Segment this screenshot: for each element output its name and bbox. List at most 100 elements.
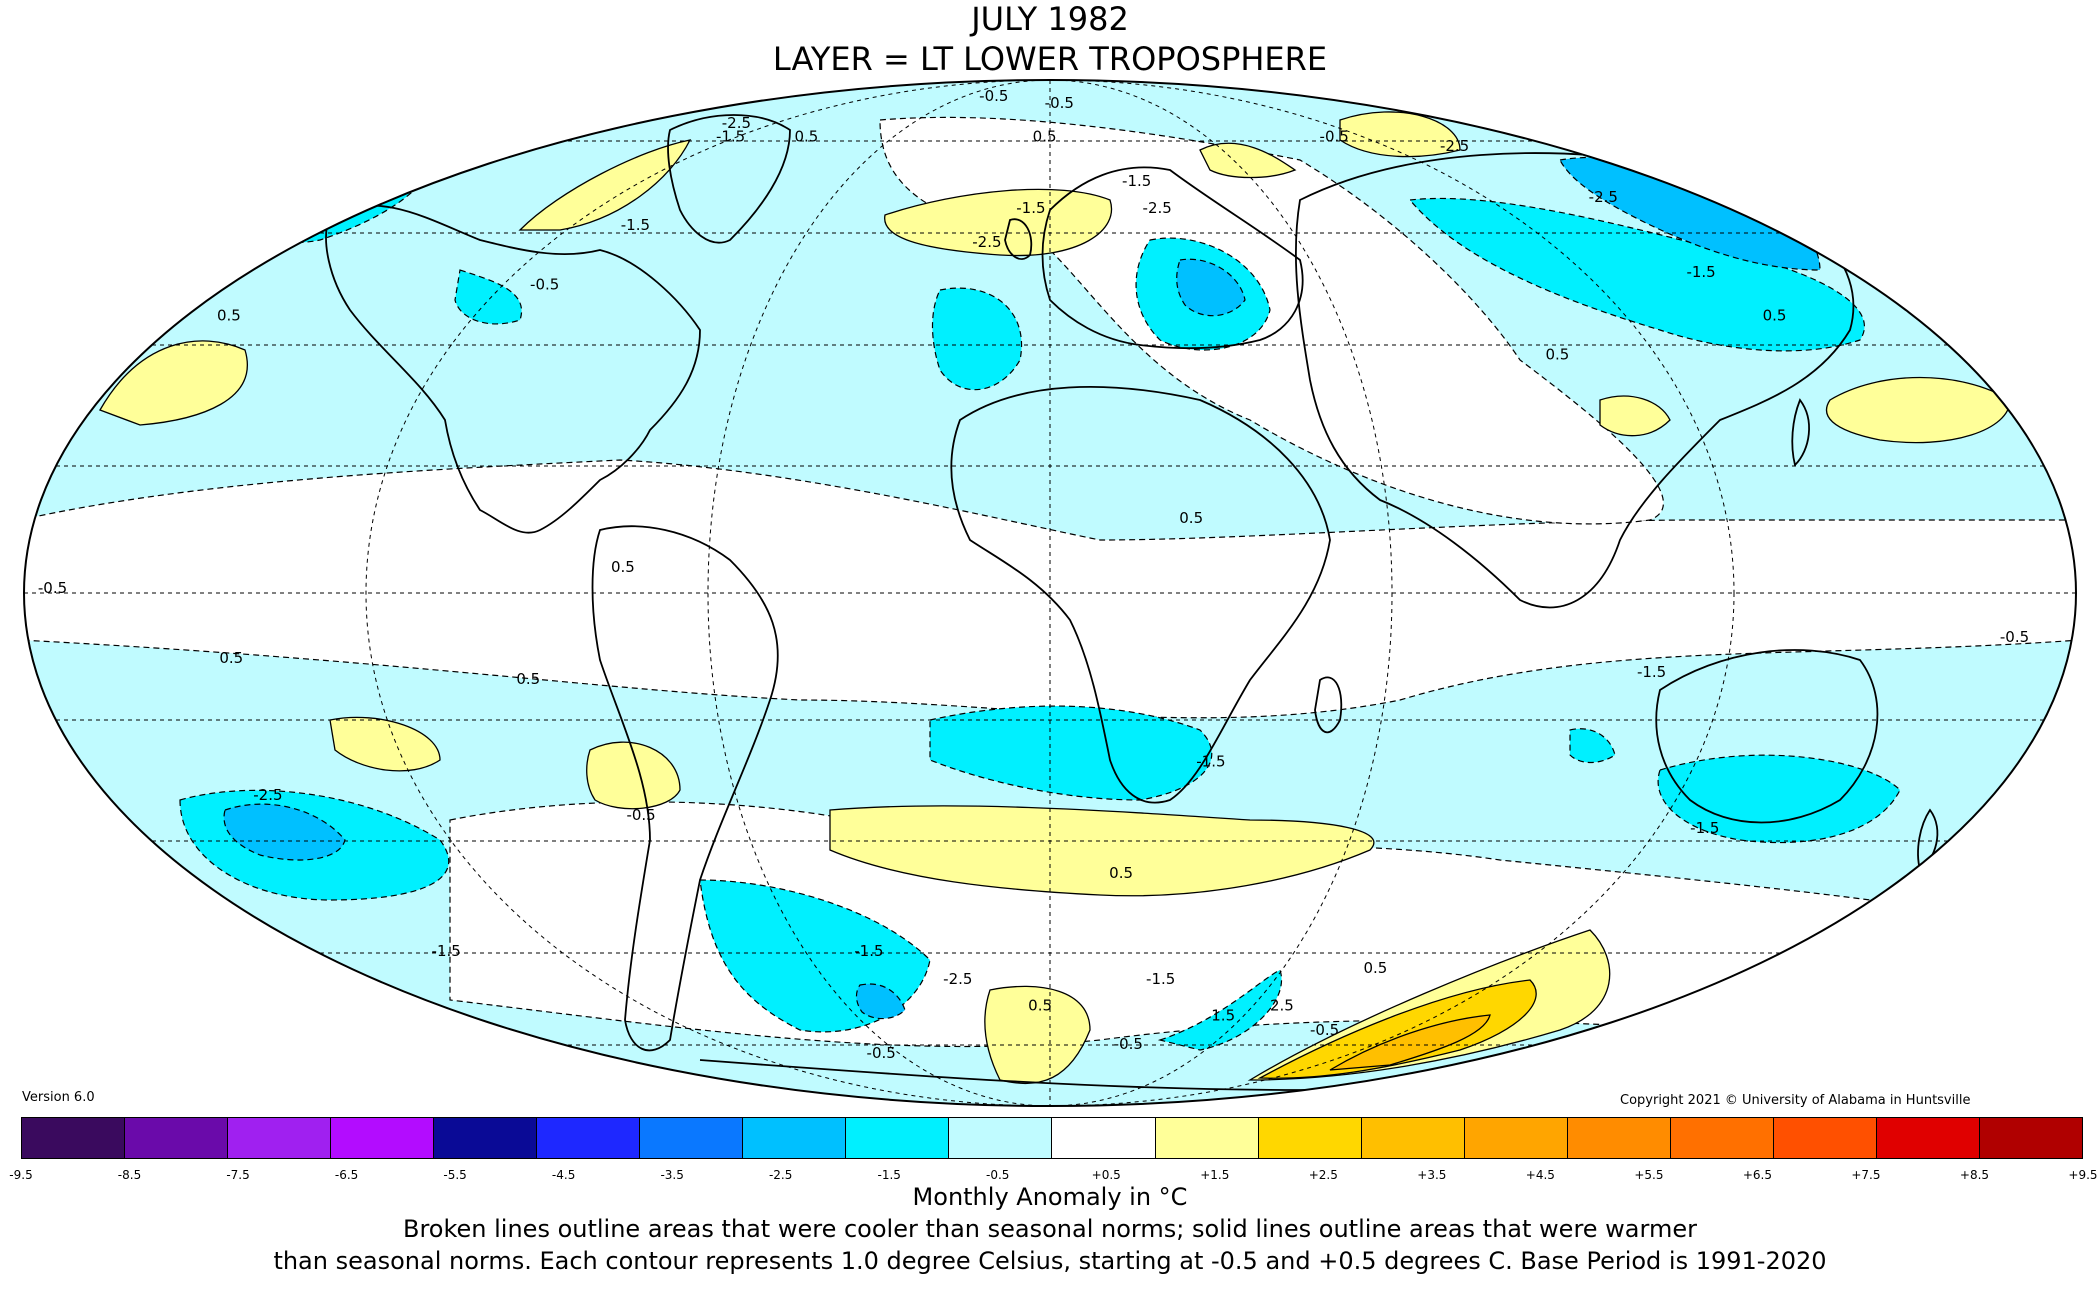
warm-region-11 bbox=[984, 985, 1091, 1085]
caption-line-1: Broken lines outline areas that were coo… bbox=[403, 1215, 1697, 1243]
colorbar-swatch bbox=[537, 1118, 641, 1158]
colorbar bbox=[21, 1117, 2083, 1159]
contour-label: 0.5 bbox=[1109, 864, 1133, 882]
cool-region-9 bbox=[1657, 754, 1901, 844]
colorbar-tick-label: +4.5 bbox=[1525, 1168, 1555, 1182]
contour-label: 0.5 bbox=[1763, 307, 1787, 325]
colorbar-tick-label: -0.5 bbox=[986, 1168, 1010, 1182]
contour-label: 0.5 bbox=[1179, 509, 1203, 527]
colorbar-swatch bbox=[1773, 1118, 1877, 1158]
map-border bbox=[23, 79, 2077, 1107]
europe-outline bbox=[1041, 166, 1304, 350]
contour-label: -0.5 bbox=[1310, 1021, 1339, 1039]
colorbar-tick-label: -1.5 bbox=[877, 1168, 901, 1182]
graticule bbox=[24, 80, 2076, 1106]
warm-region-9 bbox=[1339, 111, 1461, 158]
contour-label: -2.5 bbox=[1440, 137, 1469, 155]
contour-label: -1.5 bbox=[1690, 819, 1719, 837]
cool-region-2 bbox=[223, 803, 346, 861]
colorbar-swatch bbox=[434, 1118, 538, 1158]
colorbar-tick-label: +2.5 bbox=[1308, 1168, 1338, 1182]
contour-label: 0.5 bbox=[219, 649, 243, 667]
colorbar-tick-label: -4.5 bbox=[551, 1168, 576, 1182]
contour-label: 0.5 bbox=[1028, 997, 1052, 1015]
colorbar-tick-label: -9.5 bbox=[9, 1168, 33, 1182]
colorbar-swatch bbox=[1567, 1118, 1671, 1158]
colorbar-tick-label: +6.5 bbox=[1742, 1168, 1772, 1182]
warm-region-4 bbox=[586, 741, 681, 810]
colorbar-tick-label: +1.5 bbox=[1200, 1168, 1230, 1182]
north-america-outline bbox=[325, 204, 701, 534]
contour-label: -0.5 bbox=[1320, 128, 1349, 146]
colorbar-tick-label: +9.5 bbox=[2068, 1168, 2098, 1182]
colorbar-swatch bbox=[331, 1118, 435, 1158]
colorbar-swatch bbox=[1155, 1118, 1259, 1158]
contour-label: -0.5 bbox=[1114, 1035, 1143, 1053]
version-label: Version 6.0 bbox=[22, 1090, 95, 1105]
cool-region-4 bbox=[1559, 156, 1821, 271]
greenland-outline bbox=[667, 114, 791, 244]
caption-line-2: than seasonal norms. Each contour repres… bbox=[273, 1247, 1827, 1275]
contour-label: 0.5 bbox=[516, 670, 540, 688]
colorbar-swatch bbox=[1464, 1118, 1568, 1158]
colorbar-ticks: -9.5 -8.5 -7.5 -6.5 -5.5 -4.5 -3.5 -2.5 -1.5 -0.5… bbox=[9, 1168, 2097, 1188]
copyright-label: Copyright 2021 © University of Alabama i… bbox=[1620, 1093, 1971, 1108]
contour-label: 0.5 bbox=[1363, 959, 1387, 977]
colorbar-tick-label: +5.5 bbox=[1634, 1168, 1664, 1182]
cool-region-7 bbox=[931, 287, 1023, 391]
colorbar-swatch bbox=[1876, 1118, 1980, 1158]
colorbar-tick-label: -8.5 bbox=[117, 1168, 142, 1182]
contour-label: -0.5 bbox=[2000, 628, 2029, 646]
warm-region-1 bbox=[99, 340, 248, 426]
contour-label: -2.5 bbox=[1589, 188, 1618, 206]
contour-label: -1.5 bbox=[854, 942, 883, 960]
colorbar-swatch bbox=[1670, 1118, 1774, 1158]
colorbar-tick-label: -3.5 bbox=[660, 1168, 684, 1182]
contour-label: -1.5 bbox=[1146, 970, 1175, 988]
colorbar-swatch bbox=[22, 1118, 126, 1158]
contour-label: -0.5 bbox=[867, 1044, 896, 1062]
cool-region-3 bbox=[1408, 197, 1866, 352]
colorbar-swatch bbox=[1258, 1118, 1362, 1158]
colorbar-swatch bbox=[1052, 1118, 1156, 1158]
colorbar-tick-label: +8.5 bbox=[1959, 1168, 1990, 1182]
colorbar-tick-label: -5.5 bbox=[443, 1168, 467, 1182]
africa-outline bbox=[950, 386, 1331, 804]
warm-region-10 bbox=[1599, 395, 1671, 437]
colorbar-tick-label: -6.5 bbox=[334, 1168, 359, 1182]
colorbar-swatch bbox=[1979, 1118, 2082, 1158]
neutral-band bbox=[24, 459, 2076, 719]
warm-region-8 bbox=[1199, 142, 1297, 179]
map-subtitle: LAYER = LT LOWER TROPOSPHERE bbox=[772, 40, 1328, 78]
contour-label: -1.5 bbox=[1196, 753, 1225, 771]
contour-label: 0.5 bbox=[794, 128, 818, 146]
contour-label: -2.5 bbox=[972, 233, 1001, 251]
warm-region-14 bbox=[1329, 1014, 1491, 1071]
contour-label: -1.5 bbox=[1637, 663, 1666, 681]
contour-label: -1.5 bbox=[716, 128, 745, 146]
cool-region-12 bbox=[454, 269, 523, 325]
contour-labels: -0.5 -0.50.50.5-2.5-1.5-1.5-0.50.5-2.5-1.… bbox=[38, 87, 2029, 1062]
colorbar-swatch bbox=[1361, 1118, 1465, 1158]
colorbar-swatch bbox=[125, 1118, 229, 1158]
contour-label: -2.5 bbox=[722, 114, 751, 132]
contour-label: -2.5 bbox=[1143, 199, 1172, 217]
contour-label: -1.5 bbox=[1122, 172, 1151, 190]
contour-label: 1.5 bbox=[1211, 1007, 1235, 1025]
contour-label: -1.5 bbox=[621, 216, 650, 234]
colorbar-tick-label: -7.5 bbox=[226, 1168, 250, 1182]
warm-region-7 bbox=[518, 139, 692, 231]
contour-label: 0.5 bbox=[1545, 345, 1569, 363]
contour-label: -0.5 bbox=[979, 87, 1008, 105]
cool-region-6 bbox=[1176, 258, 1246, 317]
colorbar-swatch bbox=[949, 1118, 1053, 1158]
cool-region-11 bbox=[855, 983, 906, 1020]
contour-label: 0.5 bbox=[1033, 128, 1057, 146]
units-label: Monthly Anomaly in °C bbox=[912, 1183, 1188, 1211]
colorbar-tick-label: -2.5 bbox=[768, 1168, 793, 1182]
warm-region-5 bbox=[829, 805, 1375, 897]
contour-label: -2.5 bbox=[253, 786, 282, 804]
warm-region-2 bbox=[1825, 376, 2011, 444]
colorbar-swatch bbox=[743, 1118, 847, 1158]
